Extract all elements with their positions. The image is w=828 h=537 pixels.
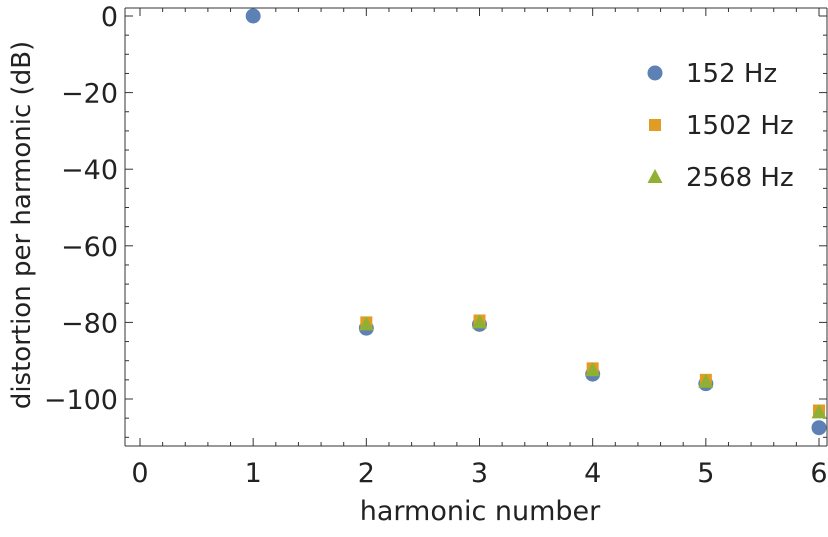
data-point-triangle — [698, 373, 714, 388]
y-axis-label: distortion per harmonic (dB) — [7, 41, 37, 409]
y-tick-label: −80 — [61, 308, 118, 339]
y-tick-label: −40 — [61, 155, 118, 186]
x-tick-label: 2 — [358, 458, 375, 489]
data-point-triangle — [472, 314, 487, 329]
legend-marker-triangle — [647, 169, 663, 183]
legend-marker-square — [649, 119, 661, 131]
legend-marker-circle — [647, 65, 663, 81]
x-tick-label: 1 — [245, 458, 262, 489]
x-tick-label: 5 — [697, 458, 714, 489]
y-tick-label: −60 — [61, 232, 118, 263]
data-point-circle — [811, 420, 827, 436]
data-point-triangle — [585, 362, 601, 377]
x-tick-label: 4 — [584, 458, 601, 489]
x-tick-label: 3 — [471, 458, 488, 489]
data-points — [245, 8, 827, 436]
y-tick-label: −20 — [61, 79, 118, 110]
x-tick-label: 6 — [810, 458, 827, 489]
legend-label: 1502 Hz — [686, 111, 794, 141]
legend-label: 2568 Hz — [686, 163, 794, 193]
legend-label: 152 Hz — [686, 59, 777, 89]
x-axis-label: harmonic number — [360, 496, 601, 527]
y-tick-label: 0 — [101, 2, 118, 33]
y-tick-label: −100 — [44, 385, 118, 416]
data-point-triangle — [358, 316, 374, 331]
data-point-circle — [245, 8, 261, 24]
legend: 152 Hz 1502 Hz 2568 Hz — [647, 59, 794, 193]
data-point-triangle — [811, 404, 827, 419]
x-tick-label: 0 — [131, 458, 148, 489]
